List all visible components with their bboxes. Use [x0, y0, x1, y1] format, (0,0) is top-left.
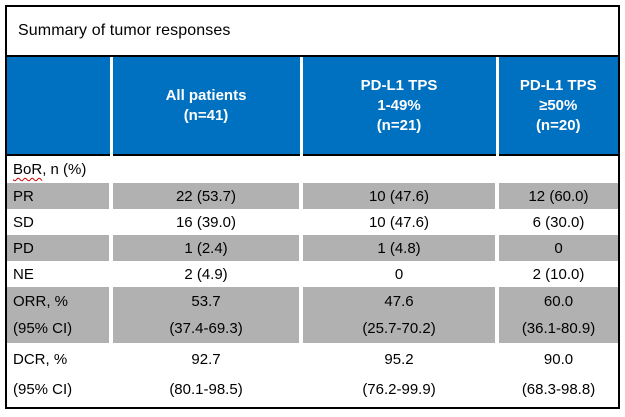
row-dcr: DCR, % (95% CI) 92.7 (80.1-98.5) 95.2 (7… [7, 343, 618, 407]
row-label-line: ORR, % [13, 293, 69, 310]
ci-line: (36.1-80.9) [521, 320, 596, 337]
row-sd: SD 16 (39.0) 10 (47.6) 6 (30.0) [7, 209, 618, 235]
cell-dcr-pdl1-1-49: 95.2 (76.2-99.9) [299, 343, 497, 407]
row-label-line: (95% CI) [13, 320, 73, 337]
table-title: Summary of tumor responses [7, 7, 618, 57]
row-pr: PR 22 (53.7) 10 (47.6) 12 (60.0) [7, 183, 618, 209]
row-label-line: (95% CI) [13, 381, 73, 398]
section-row-bor: BoR, n (%) [7, 155, 618, 183]
cell-ne-pdl1-1-49: 0 [299, 261, 497, 287]
cell-sd-all-patients: 16 (39.0) [109, 209, 301, 235]
row-label-ne: NE [7, 261, 111, 287]
header-col-empty [7, 57, 111, 156]
row-label-orr: ORR, % (95% CI) [7, 287, 111, 343]
cell-dcr-all-patients: 92.7 (80.1-98.5) [109, 343, 301, 407]
cell-ne-pdl1-50plus: 2 (10.0) [495, 261, 618, 287]
cell-dcr-pdl1-50plus: 90.0 (68.3-98.8) [495, 343, 618, 407]
value-line: 95.2 [384, 351, 414, 368]
row-label-line: DCR, % [13, 351, 68, 368]
cell-pd-pdl1-50plus: 0 [495, 235, 618, 261]
header-line: (n=41) [183, 106, 229, 124]
cell-orr-all-patients: 53.7 (37.4-69.3) [109, 287, 301, 343]
cell-pd-pdl1-1-49: 1 (4.8) [299, 235, 497, 261]
header-line: (n=21) [376, 116, 422, 134]
header-col-pdl1-tps-1-49: PD-L1 TPS 1-49% (n=21) [299, 57, 497, 156]
row-orr: ORR, % (95% CI) 53.7 (37.4-69.3) 47.6 (2… [7, 287, 618, 343]
ci-line: (80.1-98.5) [169, 381, 243, 398]
header-col-pdl1-tps-50plus: PD-L1 TPS ≥50% (n=20) [495, 57, 618, 156]
misspelled-word: BoR [13, 161, 43, 178]
header-line: PD-L1 TPS [519, 76, 597, 94]
header-col-all-patients: All patients (n=41) [109, 57, 301, 156]
row-pd: PD 1 (2.4) 1 (4.8) 0 [7, 235, 618, 261]
section-label-bor: BoR, n (%) [7, 155, 618, 183]
cell-pr-pdl1-1-49: 10 (47.6) [299, 183, 497, 209]
row-ne: NE 2 (4.9) 0 2 (10.0) [7, 261, 618, 287]
section-label-rest: , n (%) [42, 161, 87, 178]
header-line: All patients [165, 86, 247, 104]
cell-orr-pdl1-1-49: 47.6 (25.7-70.2) [299, 287, 497, 343]
ci-line: (25.7-70.2) [362, 320, 436, 337]
row-label-pd: PD [7, 235, 111, 261]
ci-line: (76.2-99.9) [362, 381, 436, 398]
row-label-pr: PR [7, 183, 111, 209]
header-line: (n=20) [535, 116, 581, 134]
cell-sd-pdl1-1-49: 10 (47.6) [299, 209, 497, 235]
header-line: PD-L1 TPS [360, 76, 438, 94]
ci-line: (68.3-98.8) [521, 381, 596, 398]
cell-orr-pdl1-50plus: 60.0 (36.1-80.9) [495, 287, 618, 343]
cell-pd-all-patients: 1 (2.4) [109, 235, 301, 261]
header-line: ≥50% [539, 96, 578, 114]
row-label-dcr: DCR, % (95% CI) [7, 343, 111, 407]
row-label-sd: SD [7, 209, 111, 235]
ci-line: (37.4-69.3) [169, 320, 243, 337]
cell-pr-pdl1-50plus: 12 (60.0) [495, 183, 618, 209]
value-line: 47.6 [384, 293, 414, 310]
header-line: 1-49% [377, 96, 421, 114]
value-line: 90.0 [543, 351, 574, 368]
tumor-response-table: All patients (n=41) PD-L1 TPS 1-49% (n=2… [7, 57, 618, 407]
value-line: 60.0 [543, 293, 574, 310]
table-header-row: All patients (n=41) PD-L1 TPS 1-49% (n=2… [7, 57, 618, 156]
cell-pr-all-patients: 22 (53.7) [109, 183, 301, 209]
cell-ne-all-patients: 2 (4.9) [109, 261, 301, 287]
tumor-response-table-card: Summary of tumor responses All patients … [5, 5, 620, 409]
value-line: 92.7 [191, 351, 221, 368]
cell-sd-pdl1-50plus: 6 (30.0) [495, 209, 618, 235]
value-line: 53.7 [191, 293, 221, 310]
